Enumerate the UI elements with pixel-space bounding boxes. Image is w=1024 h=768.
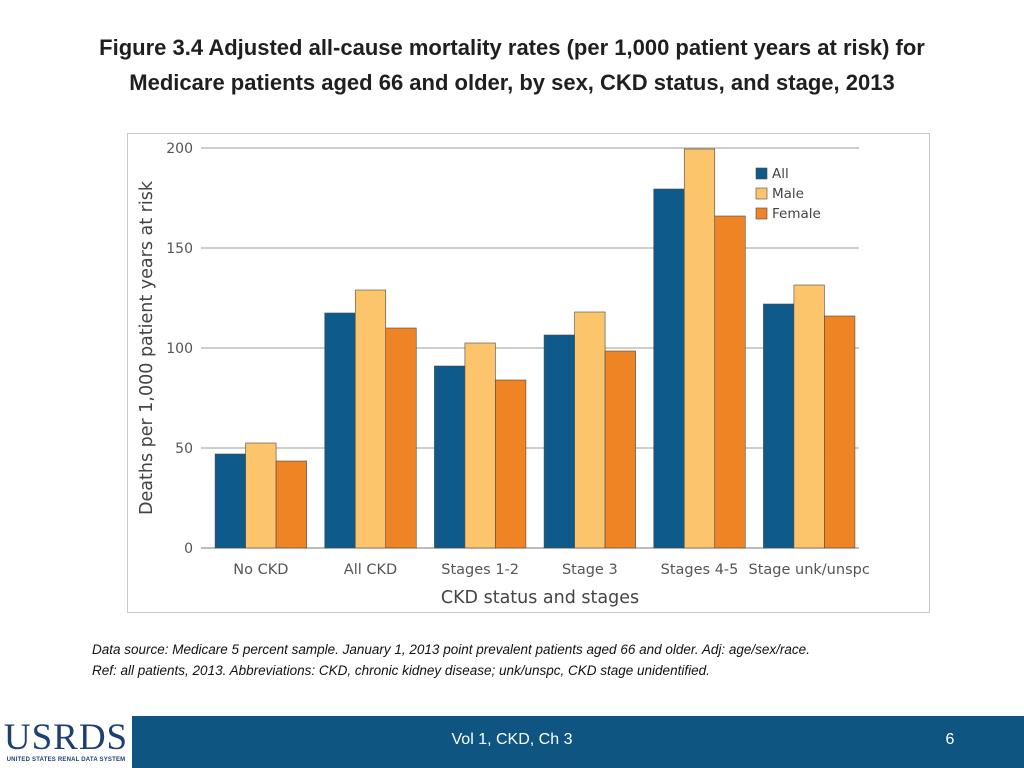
x-tick-label: Stage unk/unspc	[749, 562, 870, 578]
bar-all-5	[763, 303, 795, 549]
footer-volume-label: Vol 1, CKD, Ch 3	[451, 731, 573, 748]
bar-all-0	[214, 453, 246, 549]
bar-male-0	[245, 442, 277, 549]
legend-swatch-male	[755, 187, 768, 200]
page-number: 6	[945, 731, 955, 748]
bar-chart: 0 50 100 150 200 No CKD All CKD Stages 1-2 Stage…	[137, 141, 870, 608]
y-tick-label: 50	[175, 441, 193, 457]
bar-male-1	[354, 289, 387, 549]
y-tick-label: 100	[166, 341, 193, 357]
bar-all-2	[434, 365, 466, 549]
title-line-2: Medicare patients aged 66 and older, by …	[129, 70, 895, 95]
bar-female-0	[275, 460, 307, 549]
legend-swatch-all	[755, 167, 768, 180]
legend-label-female: Female	[772, 206, 821, 222]
logo-subtitle: UNITED STATES RENAL DATA SYSTEM	[6, 757, 126, 763]
bar-male-4	[683, 148, 716, 549]
bar-male-2	[464, 342, 496, 549]
legend-swatch-female	[755, 207, 768, 220]
bar-female-1	[385, 327, 417, 549]
figure-title: Figure 3.4 Adjusted all-cause mortality …	[40, 30, 984, 100]
bar-all-3	[543, 334, 575, 549]
y-tick-label: 0	[184, 541, 193, 557]
note-line-2: Ref: all patients, 2013. Abbreviations: …	[92, 663, 710, 678]
y-axis-title: Deaths per 1,000 patient years at risk	[137, 180, 157, 515]
x-tick-label: No CKD	[233, 562, 288, 578]
usrds-logo: USRDS UNITED STATES RENAL DATA SYSTEM	[0, 716, 132, 768]
chart-frame: 0 50 100 150 200 No CKD All CKD Stages 1-2 Stage…	[127, 133, 930, 613]
bar-female-4	[714, 215, 746, 549]
bar-male-3	[574, 311, 606, 549]
bar-male-5	[793, 284, 825, 549]
y-tick-label: 200	[166, 141, 193, 157]
y-tick-label: 150	[166, 241, 193, 257]
x-tick-label: Stages 4-5	[661, 562, 739, 578]
bar-all-4	[653, 188, 685, 549]
bar-all-1	[324, 312, 356, 549]
x-tick-label: All CKD	[344, 562, 397, 578]
footer-bar: USRDS UNITED STATES RENAL DATA SYSTEM Vo…	[0, 716, 1024, 768]
bar-female-5	[824, 315, 856, 549]
title-line-1: Figure 3.4 Adjusted all-cause mortality …	[99, 35, 925, 60]
data-source-note: Data source: Medicare 5 percent sample. …	[92, 639, 972, 681]
x-tick-label: Stage 3	[562, 562, 618, 578]
legend-label-all: All	[772, 166, 789, 182]
bar-female-3	[604, 350, 636, 549]
legend-label-male: Male	[772, 186, 804, 202]
x-axis-title: CKD status and stages	[441, 588, 639, 608]
note-line-1: Data source: Medicare 5 percent sample. …	[92, 642, 810, 657]
x-tick-label: Stages 1-2	[441, 562, 519, 578]
logo-text: USRDS	[3, 717, 129, 758]
bar-female-2	[495, 379, 527, 549]
